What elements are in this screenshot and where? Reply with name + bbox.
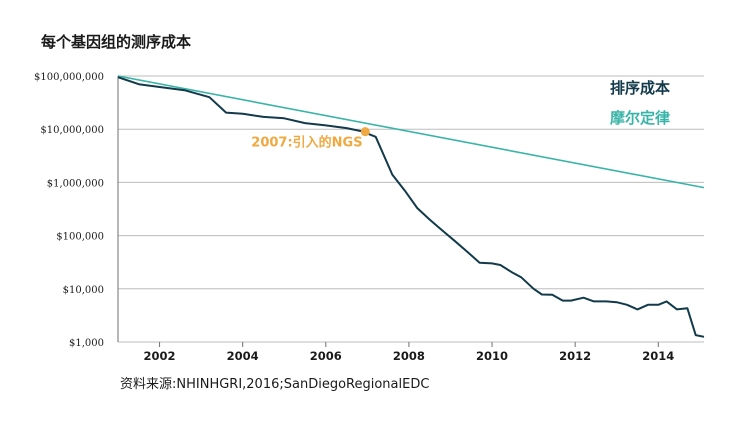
grid-lines [117,75,704,347]
annotations: 2007:引入的NGS [251,127,370,151]
ngs-marker [360,127,370,137]
x-tick-label: 2008 [393,349,425,363]
y-tick-label: $1,000,000 [47,178,104,189]
chart-title: 每个基因组的测序成本 [41,33,191,51]
x-tick-label: 2004 [227,349,259,363]
y-tick-label: $100,000 [56,232,104,243]
sequencing-cost-line [117,76,705,338]
source-note: 资料来源:NHINHGRI,2016;SanDiegoRegionalEDC [120,377,429,392]
moores-law-line [117,75,705,189]
x-tick-label: 2014 [642,349,674,363]
y-tick-label: $10,000,000 [40,125,104,136]
x-tick-label: 2012 [559,349,591,363]
legend-item-moores-law: 摩尔定律 [610,109,670,127]
y-tick-label: $100,000,000 [34,72,104,83]
x-tick-label: 2006 [310,349,342,363]
y-axis-tick-labels: $100,000,000 $10,000,000 $1,000,000 $100,00… [34,72,104,349]
series-lines [117,75,705,338]
ngs-annotation-label: 2007:引入的NGS [251,135,362,151]
y-tick-label: $1,000 [69,338,104,349]
y-tick-label: $10,000 [63,285,104,296]
x-tick-label: 2010 [476,349,508,363]
legend-item-sequencing-cost: 排序成本 [610,79,670,97]
x-tick-label: 2002 [144,349,176,363]
x-axis-tick-labels: 2002 2004 2006 2008 2010 2012 2014 [144,349,675,363]
